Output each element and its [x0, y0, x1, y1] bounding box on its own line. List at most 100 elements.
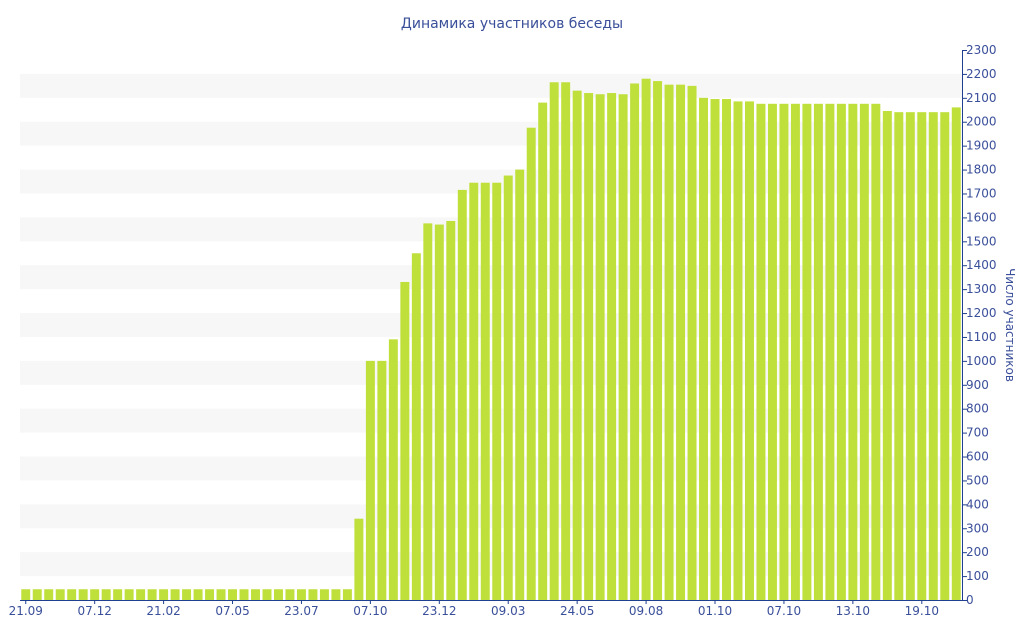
bar — [147, 589, 157, 600]
x-tick-label: 01.10 — [698, 604, 732, 618]
bar — [561, 82, 571, 600]
bar — [90, 589, 100, 600]
bar — [676, 84, 686, 601]
bar — [193, 589, 203, 600]
bar — [572, 90, 582, 601]
y-tick-label: 1400 — [966, 258, 997, 272]
y-tick-label: 200 — [966, 545, 989, 559]
bar — [354, 518, 364, 600]
x-tick-label: 09.03 — [491, 604, 525, 618]
y-tick-label: 900 — [966, 378, 989, 392]
bar — [365, 360, 375, 600]
bar — [101, 589, 111, 600]
y-tick-label: 0 — [966, 593, 974, 607]
y-tick-label: 600 — [966, 450, 989, 464]
x-tick-label: 07.10 — [767, 604, 801, 618]
bar — [480, 182, 490, 600]
bar — [331, 589, 341, 600]
bar — [469, 182, 479, 600]
bar — [802, 103, 812, 601]
bar — [836, 103, 846, 601]
bar — [205, 589, 215, 600]
grid-band — [20, 73, 962, 98]
bar — [55, 589, 65, 600]
y-tick-label: 500 — [966, 473, 989, 487]
y-tick-label: 1700 — [966, 186, 997, 200]
y-tick-label: 1800 — [966, 163, 997, 177]
x-tick-label: 07.12 — [77, 604, 111, 618]
bar — [710, 99, 720, 601]
x-tick-labels: 21.09 07.12 21.02 07.05 23.07 07.10 23.12 09.03… — [9, 604, 939, 618]
bar — [871, 103, 881, 601]
bar — [549, 82, 559, 600]
x-tick-label: 24.05 — [560, 604, 594, 618]
x-tick-label: 21.09 — [9, 604, 43, 618]
x-tick-label: 23.07 — [284, 604, 318, 618]
bar — [285, 589, 295, 600]
bar — [940, 112, 950, 601]
bar — [388, 339, 398, 600]
bar — [400, 281, 410, 600]
x-tick-label: 07.05 — [215, 604, 249, 618]
bar — [928, 112, 938, 601]
bar — [228, 589, 237, 600]
y-tick-label: 800 — [966, 402, 989, 416]
x-tick-label: 21.02 — [146, 604, 180, 618]
bar — [170, 589, 180, 600]
bar — [607, 93, 617, 600]
bar — [216, 589, 226, 600]
bar — [21, 589, 31, 600]
bar — [319, 589, 329, 600]
bar — [44, 589, 54, 600]
bar — [492, 182, 502, 600]
bar — [32, 589, 42, 600]
x-tick-label: 13.10 — [836, 604, 870, 618]
bar — [584, 93, 594, 600]
y-tick-label: 1600 — [966, 210, 997, 224]
y-tick-label: 1300 — [966, 282, 997, 296]
bar — [779, 103, 789, 601]
bar — [526, 127, 536, 600]
y-tick-label: 2200 — [966, 67, 997, 81]
bar — [699, 97, 708, 600]
y-tick-label: 300 — [966, 521, 989, 535]
y-tick-label: 700 — [966, 426, 989, 440]
bar — [722, 99, 731, 601]
axes — [20, 50, 967, 604]
y-tick-labels: 0 100 200 300 400 500 600 700 800 900 1000 1100 1200… — [966, 43, 997, 607]
x-tick-label: 23.12 — [422, 604, 456, 618]
y-axis-label: Число участников — [1003, 268, 1017, 382]
bar — [618, 94, 628, 601]
bar — [251, 589, 260, 600]
bar — [664, 84, 674, 601]
bar — [767, 103, 777, 601]
bar — [78, 589, 88, 600]
bar — [756, 103, 766, 601]
x-tick-label: 07.10 — [353, 604, 387, 618]
bar — [434, 224, 444, 600]
bar — [67, 589, 77, 600]
bar — [274, 589, 283, 600]
bar — [538, 102, 548, 601]
bar — [905, 112, 915, 601]
bar — [813, 103, 823, 601]
y-tick-label: 1500 — [966, 234, 997, 248]
bar — [653, 81, 663, 601]
bar — [630, 83, 640, 601]
bar — [503, 175, 513, 601]
bar — [423, 223, 433, 600]
bar — [457, 189, 467, 600]
y-tick-label: 100 — [966, 569, 989, 583]
y-tick-label: 1100 — [966, 330, 997, 344]
bar — [825, 103, 835, 601]
bar — [182, 589, 192, 600]
bars — [21, 78, 961, 601]
bar — [113, 589, 123, 600]
y-tick-label: 400 — [966, 497, 989, 511]
bar — [411, 253, 421, 600]
bar — [733, 101, 743, 600]
bar — [951, 107, 961, 600]
y-tick-label: 1900 — [966, 139, 997, 153]
